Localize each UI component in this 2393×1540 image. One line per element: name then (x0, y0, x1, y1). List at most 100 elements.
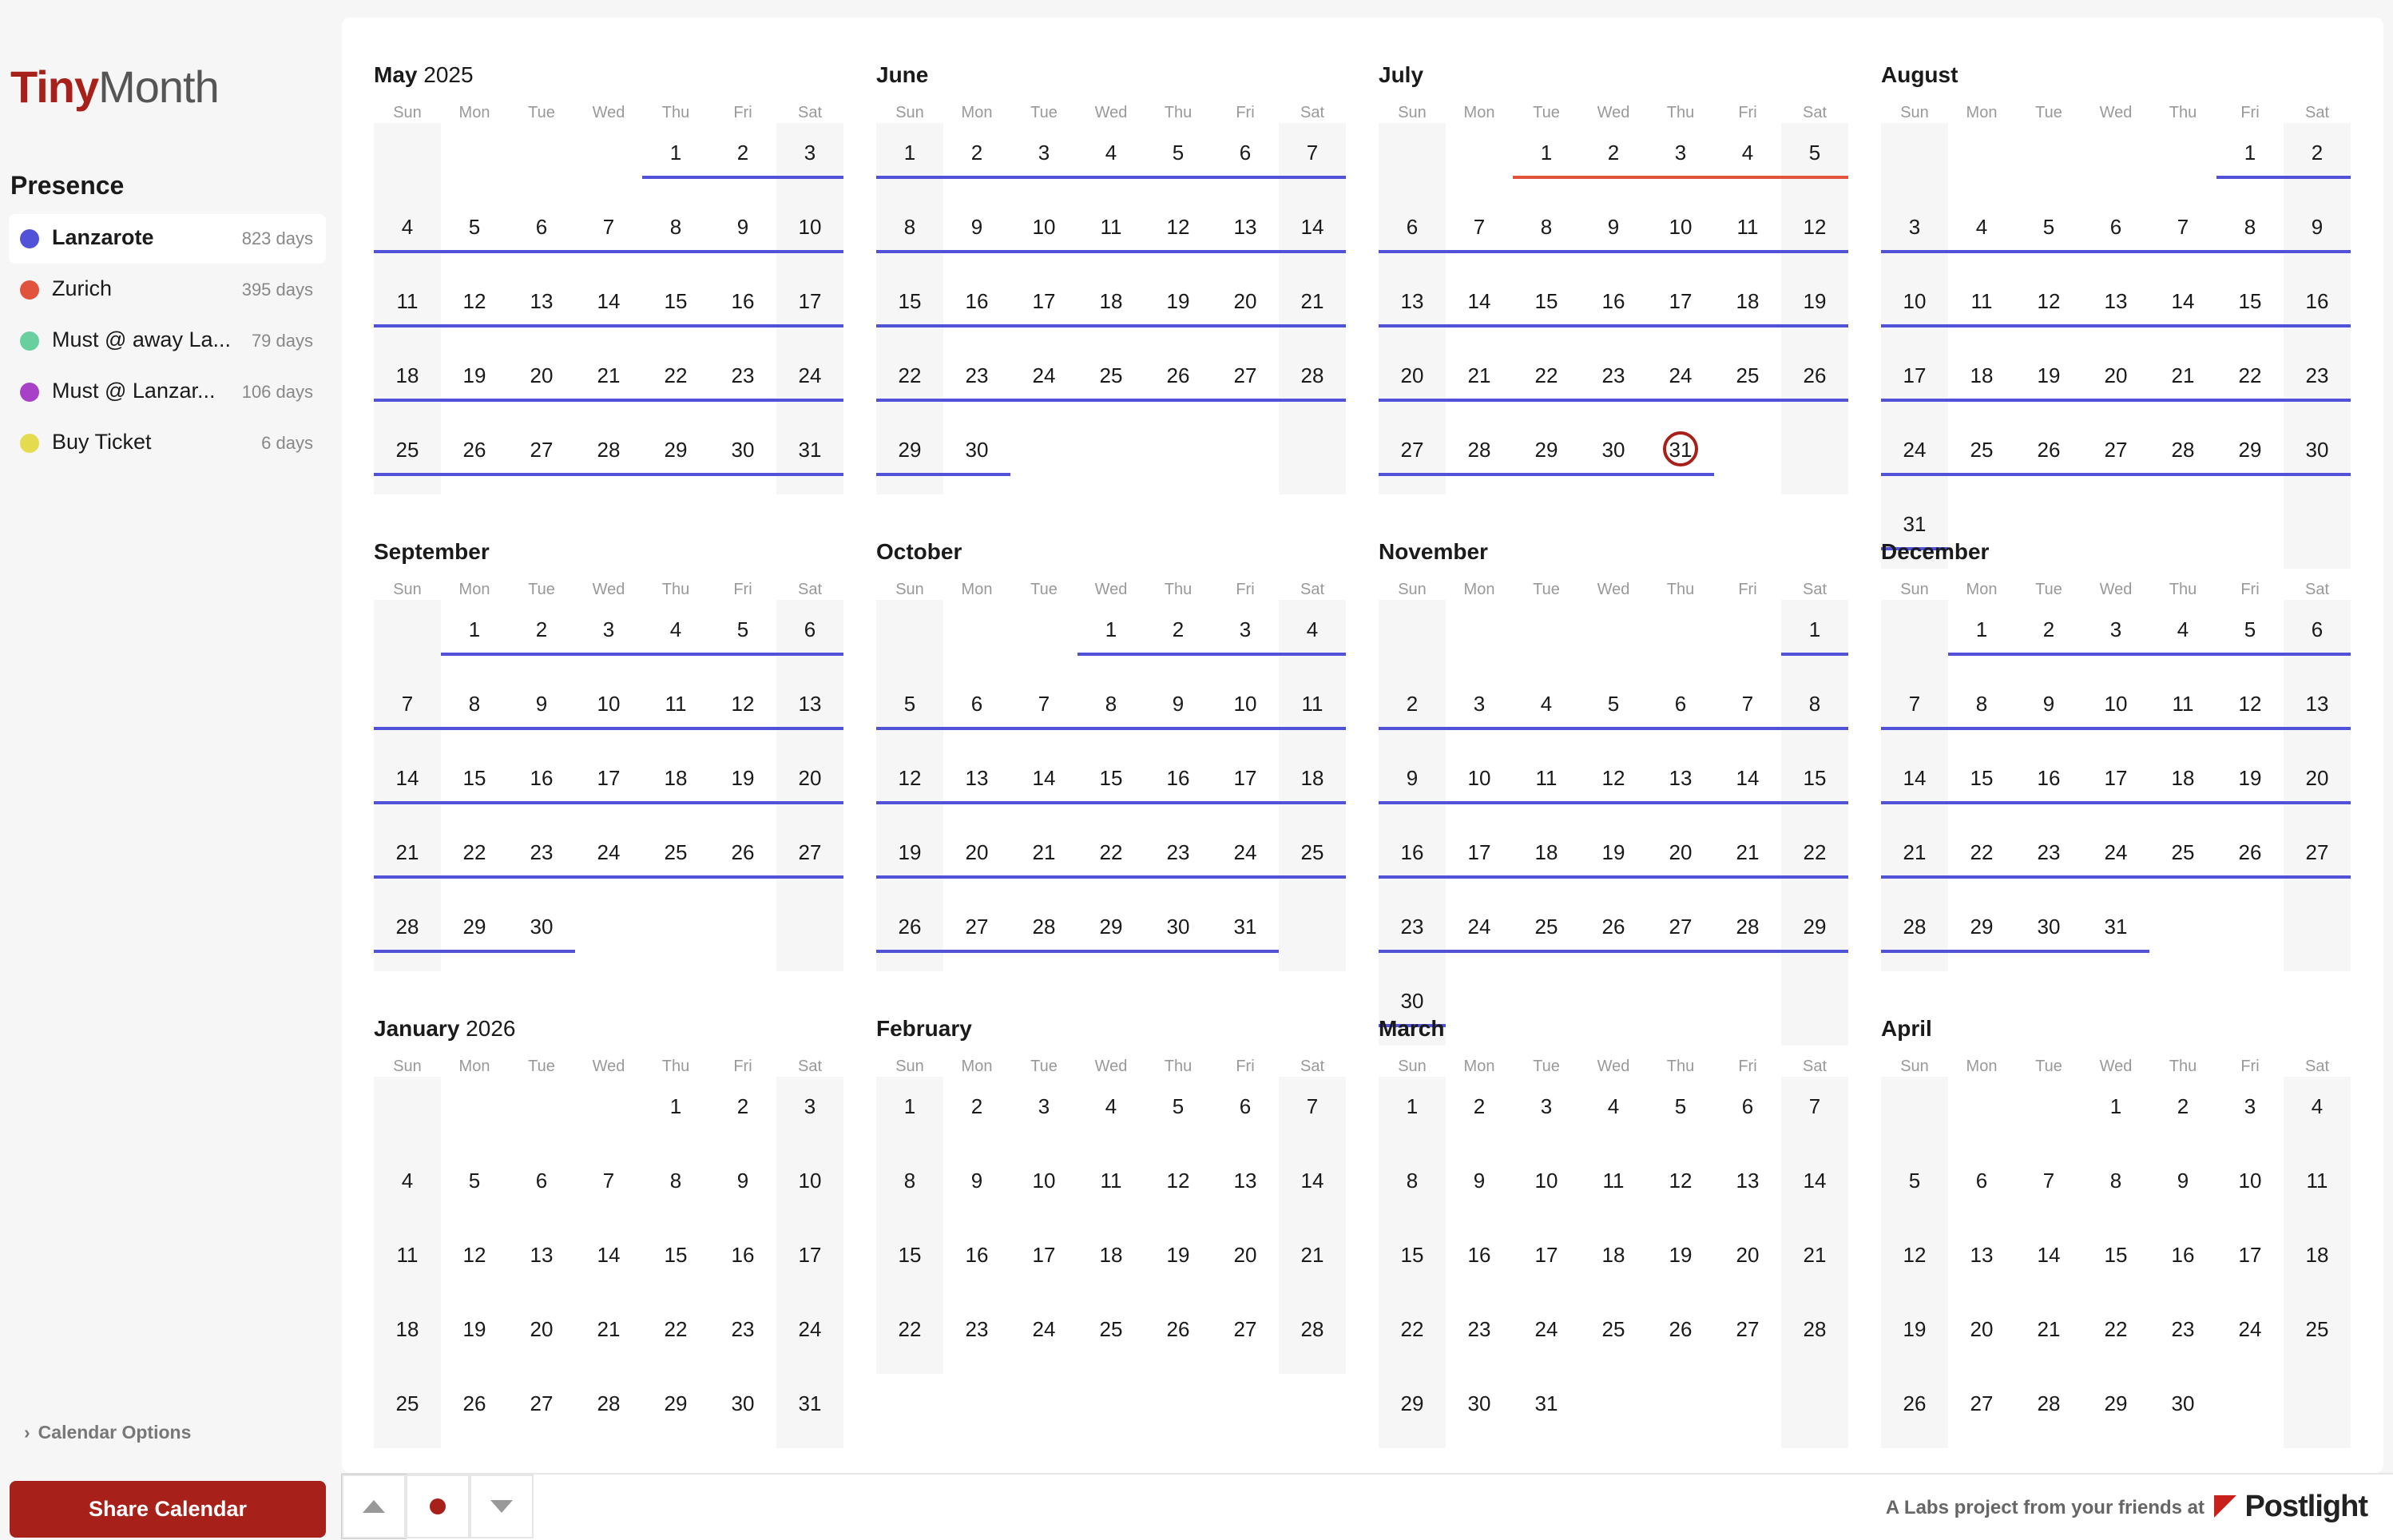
day-cell[interactable]: 26 (2037, 438, 2061, 462)
day-cell[interactable]: 18 (395, 1317, 419, 1341)
day-cell[interactable]: 10 (2238, 1169, 2262, 1193)
day-cell[interactable]: 21 (1467, 363, 1491, 387)
day-cell[interactable]: 16 (2171, 1243, 2195, 1267)
day-cell[interactable]: 24 (2238, 1317, 2262, 1341)
day-cell[interactable]: 28 (597, 1391, 621, 1415)
day-cell[interactable]: 9 (1172, 692, 1185, 716)
day-cell[interactable]: 6 (2109, 215, 2122, 239)
calendar-options-toggle[interactable]: › Calendar Options (24, 1422, 191, 1443)
day-cell[interactable]: 17 (1669, 289, 1693, 313)
scroll-down-button[interactable] (470, 1475, 534, 1538)
calendar-item-buy-ticket[interactable]: Buy Ticket 6 days (9, 419, 326, 468)
day-cell[interactable]: 27 (1400, 438, 1424, 462)
day-cell[interactable]: 30 (1467, 1391, 1491, 1415)
day-cell[interactable]: 18 (1534, 840, 1558, 864)
day-cell[interactable]: 29 (1803, 915, 1827, 939)
day-cell[interactable]: 10 (1467, 766, 1491, 790)
day-cell[interactable]: 1 (1105, 617, 1117, 641)
day-cell[interactable]: 15 (1970, 766, 1994, 790)
day-cell[interactable]: 13 (1400, 289, 1424, 313)
day-cell[interactable]: 31 (1903, 512, 1927, 536)
day-cell[interactable]: 30 (530, 915, 554, 939)
day-cell[interactable]: 12 (1166, 1169, 1190, 1193)
day-cell[interactable]: 26 (2238, 840, 2262, 864)
day-cell[interactable]: 27 (1233, 1317, 1257, 1341)
day-cell[interactable]: 16 (1400, 840, 1424, 864)
day-cell[interactable]: 8 (1105, 692, 1117, 716)
day-cell[interactable]: 22 (898, 363, 922, 387)
day-cell[interactable]: 28 (1736, 915, 1760, 939)
day-cell[interactable]: 16 (2037, 766, 2061, 790)
day-cell[interactable]: 21 (1803, 1243, 1827, 1267)
day-cell[interactable]: 19 (2238, 766, 2262, 790)
day-cell[interactable]: 5 (468, 1169, 481, 1193)
day-cell[interactable]: 12 (1669, 1169, 1693, 1193)
day-cell[interactable]: 7 (602, 215, 615, 239)
day-cell[interactable]: 30 (2171, 1391, 2195, 1415)
day-cell[interactable]: 6 (1674, 692, 1687, 716)
day-cell[interactable]: 21 (1032, 840, 1056, 864)
day-cell[interactable]: 7 (1908, 692, 1921, 716)
day-cell[interactable]: 23 (1467, 1317, 1491, 1341)
day-cell[interactable]: 14 (1803, 1169, 1827, 1193)
day-cell[interactable]: 21 (2171, 363, 2195, 387)
day-cell[interactable]: 15 (1099, 766, 1123, 790)
day-cell[interactable]: 7 (1306, 1094, 1319, 1118)
day-cell[interactable]: 25 (1300, 840, 1324, 864)
day-cell[interactable]: 29 (1534, 438, 1558, 462)
day-cell[interactable]: 1 (1808, 617, 1821, 641)
day-cell[interactable]: 11 (2172, 692, 2194, 716)
scroll-up-button[interactable] (342, 1475, 406, 1538)
day-cell[interactable]: 20 (965, 840, 989, 864)
day-cell[interactable]: 10 (1233, 692, 1257, 716)
day-cell[interactable]: 24 (798, 1317, 822, 1341)
day-cell[interactable]: 23 (2305, 363, 2329, 387)
day-cell[interactable]: 25 (395, 1391, 419, 1415)
day-cell[interactable]: 20 (1669, 840, 1693, 864)
day-cell[interactable]: 27 (2104, 438, 2128, 462)
day-cell[interactable]: 28 (1803, 1317, 1827, 1341)
day-cell[interactable]: 1 (669, 141, 682, 165)
calendar-item-zurich[interactable]: Zurich 395 days (9, 265, 326, 315)
day-cell[interactable]: 10 (1903, 289, 1927, 313)
day-cell[interactable]: 26 (462, 438, 486, 462)
day-cell[interactable]: 14 (1736, 766, 1760, 790)
day-cell[interactable]: 4 (401, 1169, 414, 1193)
day-cell[interactable]: 9 (1473, 1169, 1486, 1193)
day-cell[interactable]: 19 (2037, 363, 2061, 387)
day-cell[interactable]: 7 (1473, 215, 1486, 239)
day-cell[interactable]: 17 (2238, 1243, 2262, 1267)
day-cell[interactable]: 24 (2104, 840, 2128, 864)
day-cell[interactable]: 10 (1032, 1169, 1056, 1193)
day-cell[interactable]: 25 (1534, 915, 1558, 939)
day-cell[interactable]: 20 (798, 766, 822, 790)
day-cell[interactable]: 13 (798, 692, 822, 716)
day-cell[interactable]: 6 (970, 692, 983, 716)
day-cell[interactable]: 24 (1032, 1317, 1056, 1341)
day-cell[interactable]: 26 (462, 1391, 486, 1415)
day-cell[interactable]: 11 (1301, 692, 1323, 716)
day-cell[interactable]: 1 (1975, 617, 1988, 641)
day-cell[interactable]: 4 (1607, 1094, 1620, 1118)
day-cell[interactable]: 25 (1099, 1317, 1123, 1341)
day-cell[interactable]: 17 (597, 766, 621, 790)
day-cell[interactable]: 23 (1601, 363, 1625, 387)
calendar-item-must-lanzarote[interactable]: Must @ Lanzar... 106 days (9, 367, 326, 417)
day-cell[interactable]: 22 (898, 1317, 922, 1341)
day-cell[interactable]: 18 (1736, 289, 1760, 313)
day-cell[interactable]: 19 (1166, 289, 1190, 313)
day-cell[interactable]: 30 (731, 438, 755, 462)
day-cell[interactable]: 21 (2037, 1317, 2061, 1341)
day-cell[interactable]: 20 (1233, 1243, 1257, 1267)
day-cell[interactable]: 22 (664, 1317, 688, 1341)
day-cell[interactable]: 27 (530, 438, 554, 462)
day-cell[interactable]: 27 (965, 915, 989, 939)
day-cell[interactable]: 7 (602, 1169, 615, 1193)
day-cell[interactable]: 8 (2244, 215, 2256, 239)
day-cell[interactable]: 13 (1233, 1169, 1257, 1193)
day-cell[interactable]: 16 (731, 1243, 755, 1267)
day-cell[interactable]: 6 (1239, 141, 1252, 165)
day-cell[interactable]: 16 (965, 1243, 989, 1267)
day-cell[interactable]: 8 (1975, 692, 1988, 716)
day-cell[interactable]: 5 (468, 215, 481, 239)
